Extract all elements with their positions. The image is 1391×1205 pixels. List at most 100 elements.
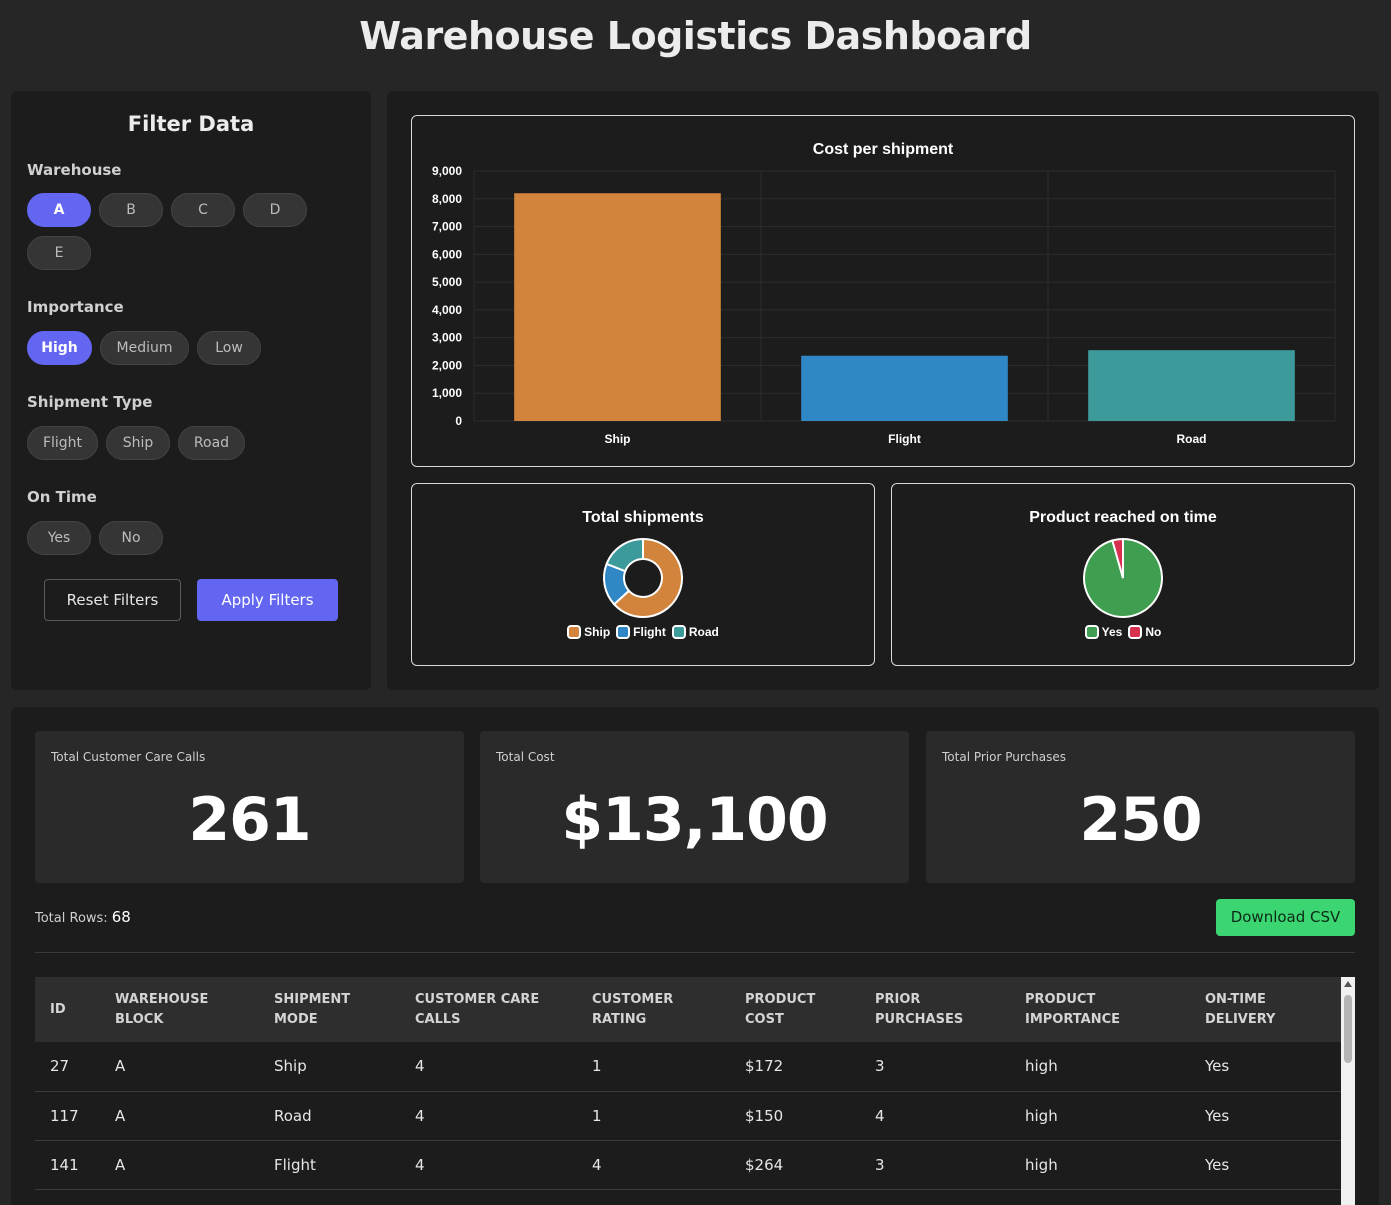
shipment-option-road[interactable]: Road	[178, 426, 245, 460]
download-csv-button[interactable]: Download CSV	[1216, 899, 1355, 936]
kpi-total-cost: Total Cost $13,100	[480, 731, 909, 883]
y-tick-label: 2,000	[432, 358, 462, 372]
importance-label: Importance	[27, 298, 124, 316]
legend-swatch	[671, 625, 686, 639]
kpi-label: Total Customer Care Calls	[51, 750, 206, 764]
scroll-up-arrow-icon[interactable]	[1344, 981, 1352, 987]
donut-chart-title: Total shipments	[582, 509, 704, 526]
data-table-container[interactable]: ID Warehouse Block Shipment Mode Custome…	[35, 977, 1355, 1205]
legend-item-ship[interactable]: Ship	[567, 625, 610, 639]
y-tick-label: 0	[455, 414, 462, 428]
divider	[35, 952, 1355, 953]
cell-id: 141	[50, 1155, 79, 1174]
slice-ship[interactable]	[612, 537, 683, 618]
shipment-option-flight[interactable]: Flight	[27, 426, 98, 460]
warehouse-option-b[interactable]: B	[99, 193, 163, 227]
warehouse-option-c[interactable]: C	[171, 193, 235, 227]
importance-option-high[interactable]: High	[27, 331, 92, 365]
cell-customer-care-calls: 4	[415, 1057, 425, 1076]
warehouse-option-a[interactable]: A	[27, 193, 91, 227]
cell-on-time-delivery: Yes	[1205, 1106, 1230, 1125]
slice-no[interactable]	[1111, 537, 1124, 579]
y-tick-label: 3,000	[432, 331, 462, 345]
cell-id: 27	[50, 1057, 70, 1076]
warehouse-label: Warehouse	[27, 161, 122, 179]
cell-product-cost: $264	[745, 1155, 784, 1174]
cell-customer-care-calls: 4	[415, 1106, 425, 1125]
column-header-product-cost[interactable]: Product Cost	[745, 991, 816, 1027]
kpi-value: 250	[1079, 785, 1202, 855]
cell-warehouse-block: A	[115, 1155, 126, 1174]
kpi-label: Total Prior Purchases	[942, 750, 1066, 764]
legend-item-flight[interactable]: Flight	[616, 625, 666, 639]
y-tick-label: 9,000	[432, 164, 462, 178]
total-shipments-chart: Total shipments Ship Flight Road	[411, 483, 875, 666]
legend-swatch	[567, 625, 582, 639]
column-header-id[interactable]: ID	[50, 1001, 66, 1017]
donut-legend: Ship Flight Road	[412, 625, 874, 639]
shipment-type-label: Shipment Type	[27, 393, 153, 411]
legend-label: Road	[688, 625, 719, 639]
cell-customer-rating: 1	[592, 1057, 602, 1076]
bar-flight[interactable]	[801, 355, 1008, 421]
y-tick-label: 7,000	[432, 220, 462, 234]
x-tick-label: Ship	[605, 432, 631, 446]
data-panel: Total Customer Care Calls 261 Total Cost…	[11, 707, 1379, 1205]
cell-shipment-mode: Flight	[274, 1155, 316, 1174]
legend-label: Yes	[1101, 625, 1123, 639]
column-header-product-importance[interactable]: Product Importance	[1025, 991, 1120, 1027]
legend-item-road[interactable]: Road	[671, 625, 719, 639]
total-rows: Total Rows: 68	[35, 908, 131, 926]
column-header-on-time-delivery[interactable]: On-Time Delivery	[1205, 991, 1276, 1027]
legend-item-no[interactable]: No	[1128, 625, 1161, 639]
cell-prior-purchases: 3	[875, 1057, 885, 1076]
page-title: Warehouse Logistics Dashboard	[359, 14, 1032, 58]
cell-product-importance: high	[1025, 1106, 1058, 1125]
cell-warehouse-block: A	[115, 1106, 126, 1125]
y-tick-label: 6,000	[432, 247, 462, 261]
total-rows-label: Total Rows:	[35, 911, 108, 926]
on-time-option-no[interactable]: No	[99, 521, 163, 555]
cell-product-importance: high	[1025, 1155, 1058, 1174]
kpi-label: Total Cost	[496, 750, 555, 764]
pie-chart-title: Product reached on time	[1029, 509, 1217, 526]
kpi-customer-care-calls: Total Customer Care Calls 261	[35, 731, 464, 883]
cell-customer-rating: 4	[592, 1155, 602, 1174]
x-tick-label: Road	[1177, 432, 1207, 446]
column-header-customer-rating[interactable]: Customer Rating	[592, 991, 674, 1027]
y-tick-label: 8,000	[432, 192, 462, 206]
cell-product-cost: $172	[745, 1057, 784, 1076]
donut-chart-canvas	[603, 537, 683, 618]
apply-filters-button[interactable]: Apply Filters	[197, 579, 338, 621]
legend-label: Flight	[633, 625, 666, 639]
legend-item-yes[interactable]: Yes	[1084, 625, 1123, 639]
on-time-option-yes[interactable]: Yes	[27, 521, 91, 555]
total-rows-value: 68	[111, 908, 131, 926]
bar-road[interactable]	[1088, 350, 1295, 421]
warehouse-option-e[interactable]: E	[27, 236, 91, 270]
data-table: ID Warehouse Block Shipment Mode Custome…	[35, 977, 1341, 1190]
column-header-customer-care-calls[interactable]: Customer Care Calls	[415, 991, 540, 1027]
warehouse-option-d[interactable]: D	[243, 193, 307, 227]
column-header-warehouse-block[interactable]: Warehouse Block	[115, 991, 209, 1027]
pie-legend: Yes No	[892, 625, 1354, 639]
on-time-label: On Time	[27, 488, 97, 506]
y-tick-label: 1,000	[432, 386, 462, 400]
table-row: 27 A Ship 4 1 $172 3 high Yes	[35, 1042, 1341, 1091]
importance-option-low[interactable]: Low	[197, 331, 261, 365]
column-header-prior-purchases[interactable]: Prior Purchases	[875, 991, 964, 1027]
legend-swatch	[1084, 625, 1099, 639]
y-tick-label: 5,000	[432, 275, 462, 289]
shipment-option-ship[interactable]: Ship	[106, 426, 170, 460]
legend-label: No	[1145, 625, 1162, 639]
scroll-thumb[interactable]	[1344, 995, 1352, 1063]
slice-road[interactable]	[605, 537, 644, 573]
table-scrollbar[interactable]	[1341, 977, 1355, 1205]
column-header-shipment-mode[interactable]: Shipment Mode	[274, 991, 351, 1027]
reset-filters-button[interactable]: Reset Filters	[44, 579, 181, 621]
cell-on-time-delivery: Yes	[1205, 1155, 1230, 1174]
kpi-prior-purchases: Total Prior Purchases 250	[926, 731, 1355, 883]
importance-option-medium[interactable]: Medium	[100, 331, 189, 365]
table-row: 117 A Road 4 1 $150 4 high Yes	[35, 1091, 1341, 1140]
bar-ship[interactable]	[514, 193, 721, 421]
